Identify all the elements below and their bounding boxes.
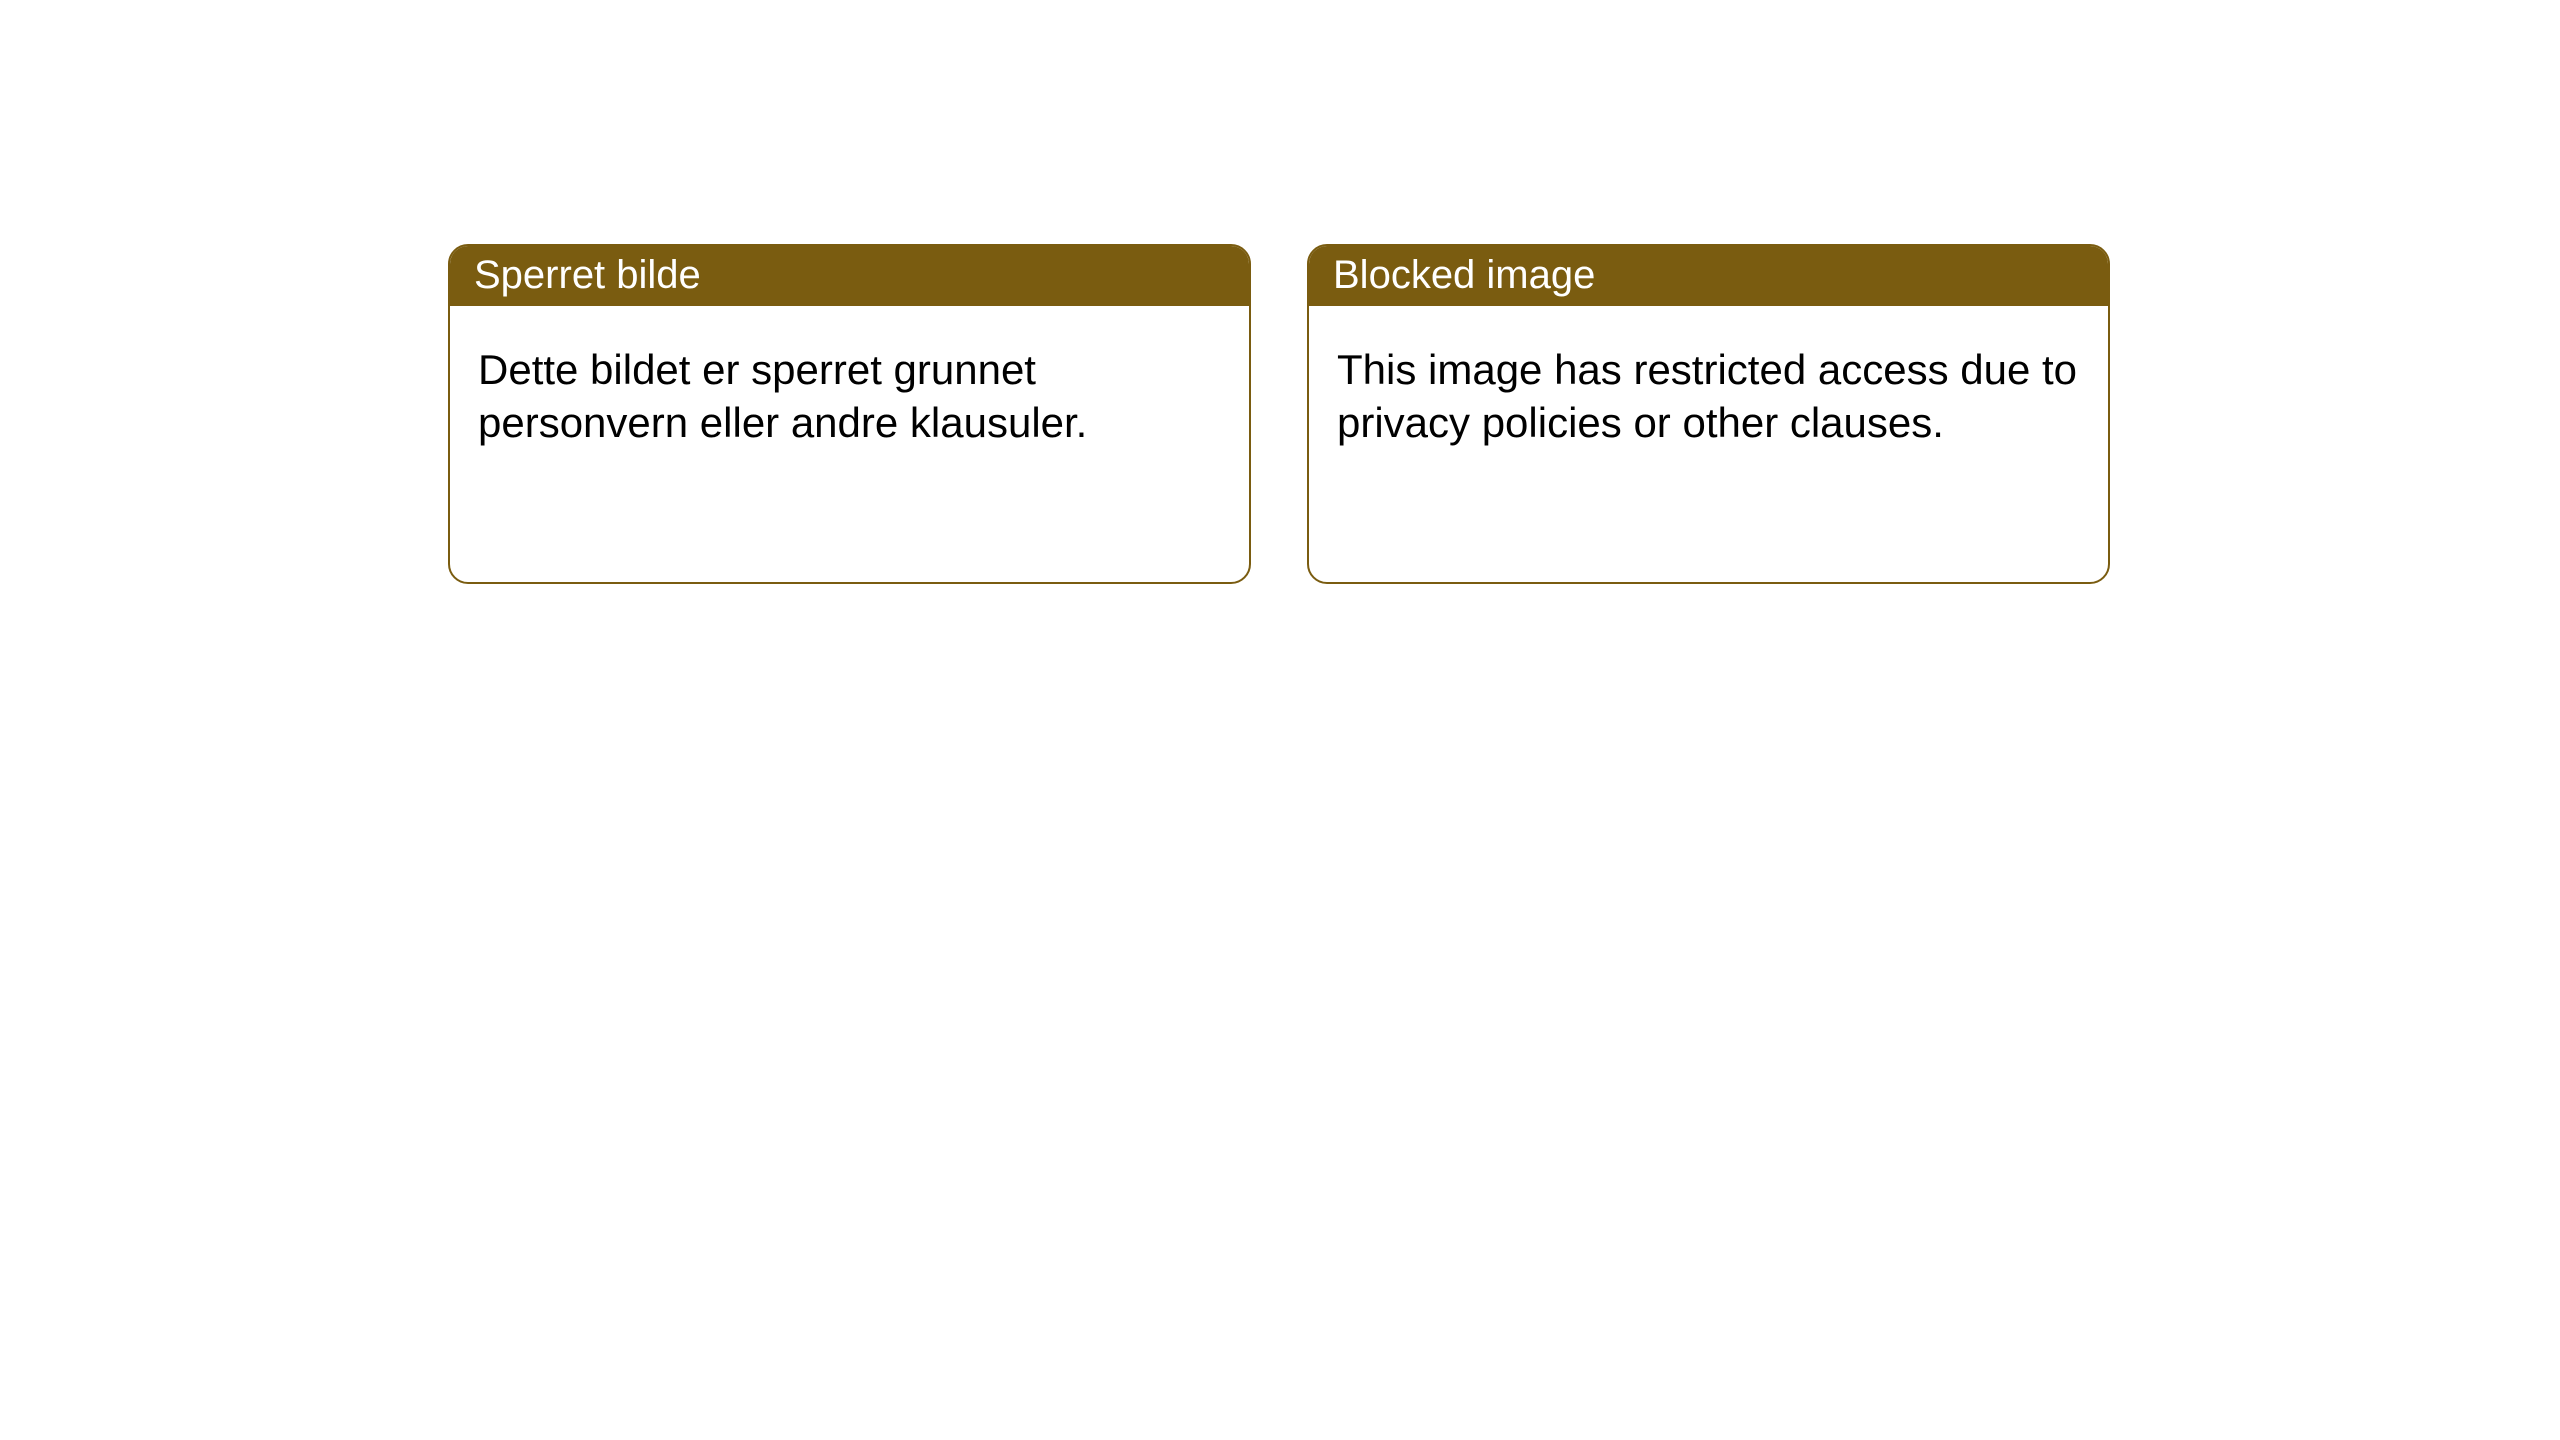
notice-title: Sperret bilde [474, 253, 701, 297]
notice-header: Blocked image [1309, 246, 2108, 306]
notice-cards-container: Sperret bilde Dette bildet er sperret gr… [448, 244, 2110, 584]
notice-card-english: Blocked image This image has restricted … [1307, 244, 2110, 584]
notice-body: This image has restricted access due to … [1309, 306, 2108, 477]
notice-card-norwegian: Sperret bilde Dette bildet er sperret gr… [448, 244, 1251, 584]
notice-message: Dette bildet er sperret grunnet personve… [478, 346, 1087, 446]
notice-header: Sperret bilde [450, 246, 1249, 306]
notice-title: Blocked image [1333, 253, 1595, 297]
notice-message: This image has restricted access due to … [1337, 346, 2077, 446]
notice-body: Dette bildet er sperret grunnet personve… [450, 306, 1249, 477]
